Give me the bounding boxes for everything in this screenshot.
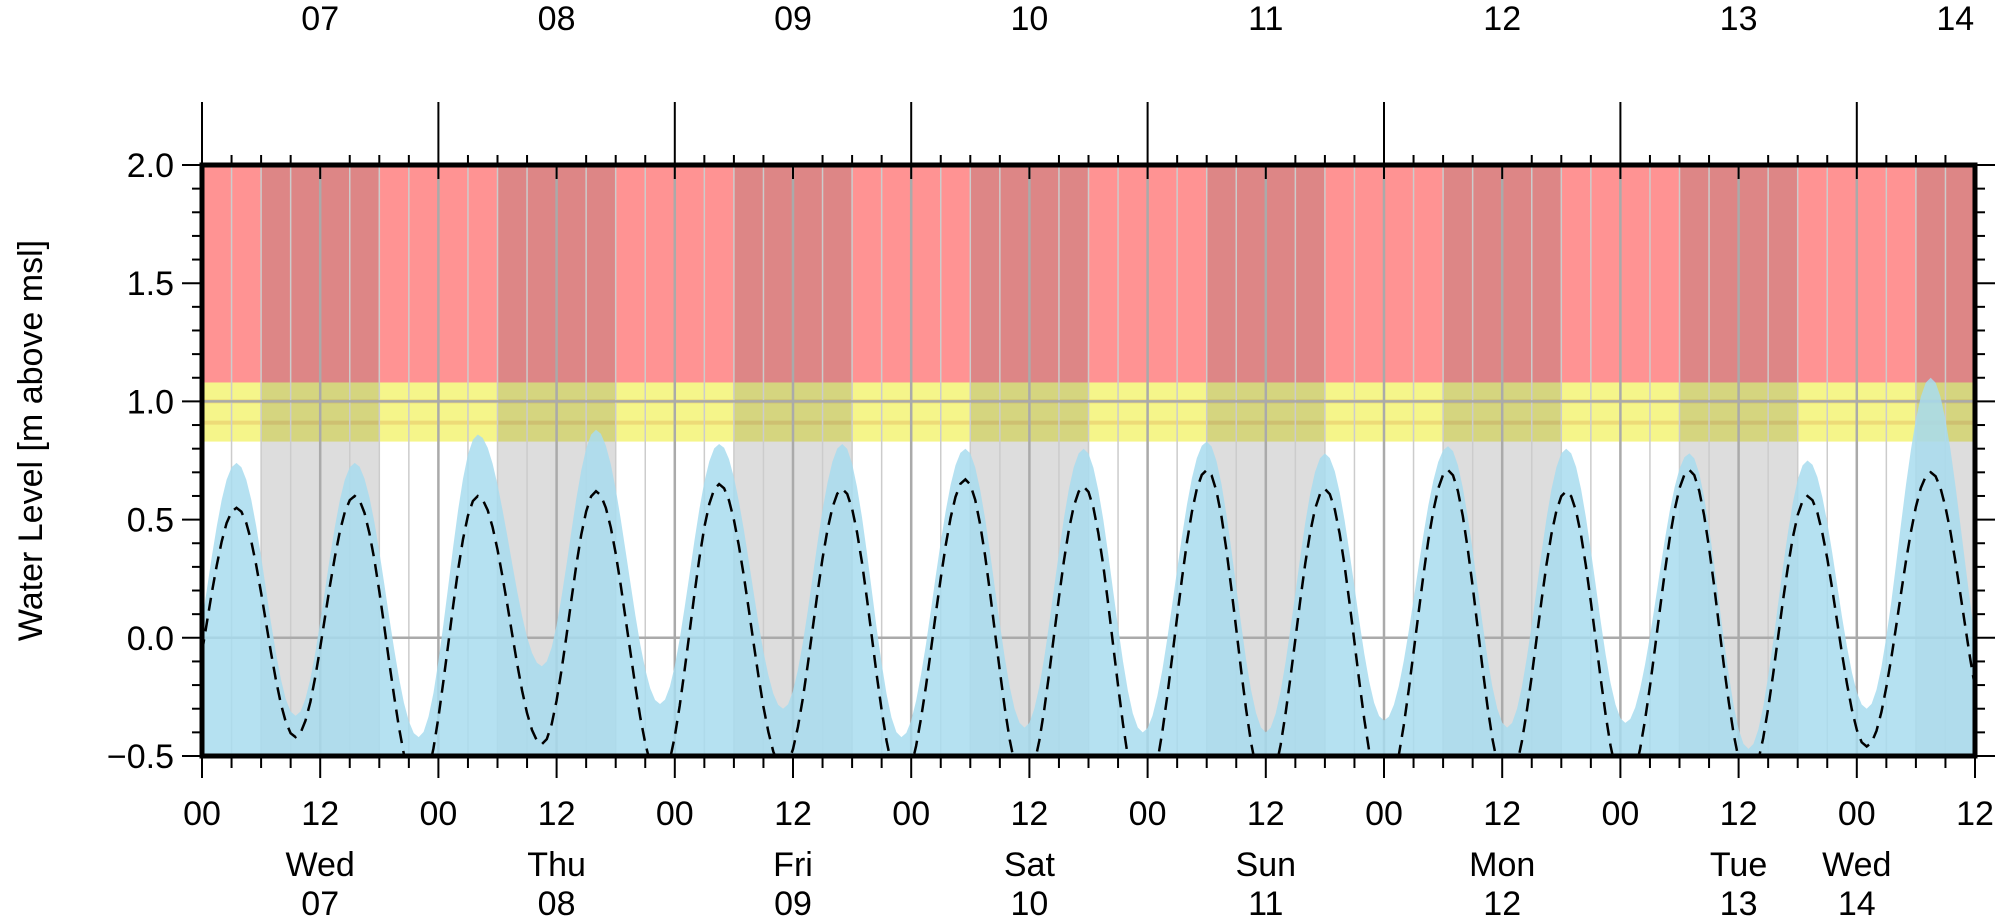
x-hour-label: 00 <box>892 795 930 833</box>
x-day-name-label: Wed <box>286 846 355 884</box>
x-hour-label: 12 <box>774 795 812 833</box>
x-day-date-label: 14 <box>1838 885 1876 919</box>
x-hour-label: 12 <box>1247 795 1285 833</box>
x-day-date-label: 13 <box>1720 885 1758 919</box>
x-hour-label: 00 <box>183 795 221 833</box>
x-day-name-label: Sat <box>1004 846 1056 884</box>
top-date-label: 12 <box>1483 0 1521 38</box>
y-tick-label: 1.0 <box>127 383 174 421</box>
y-tick-label: 2.0 <box>127 147 174 185</box>
x-day-date-label: 11 <box>1248 885 1283 919</box>
x-hour-label: 00 <box>1838 795 1876 833</box>
x-day-name-label: Mon <box>1469 846 1535 884</box>
forecast-water-level-area <box>202 377 1975 756</box>
x-hour-label: 12 <box>1010 795 1048 833</box>
top-date-label: 07 <box>301 0 339 38</box>
x-day-name-label: Sun <box>1236 846 1297 884</box>
x-day-name-label: Tue <box>1710 846 1767 884</box>
top-date-label: 13 <box>1720 0 1758 38</box>
x-hour-label: 12 <box>538 795 576 833</box>
top-date-label: 14 <box>1936 0 1974 38</box>
top-date-label: 08 <box>538 0 576 38</box>
x-hour-label: 12 <box>301 795 339 833</box>
axes <box>182 102 1995 778</box>
x-day-date-label: 12 <box>1483 885 1521 919</box>
x-day-name-label: Fri <box>773 846 813 884</box>
x-hour-label: 00 <box>656 795 694 833</box>
axis-labels: 2.01.51.00.50.0−0.500 12 00 12 00 12 00 12 00 12 0… <box>12 0 1994 919</box>
x-day-name-label: Thu <box>527 846 586 884</box>
predicted-tide-line <box>202 468 1975 756</box>
y-tick-label: −0.5 <box>107 738 174 776</box>
y-tick-label: 0.0 <box>127 620 174 658</box>
x-hour-label: 12 <box>1720 795 1758 833</box>
top-date-label: 11 <box>1248 0 1283 38</box>
x-day-date-label: 09 <box>774 885 812 919</box>
forecast-area <box>202 377 1975 756</box>
x-hour-label: 00 <box>1129 795 1167 833</box>
tide-line <box>202 468 1975 756</box>
x-hour-label: 00 <box>1365 795 1403 833</box>
x-hour-label: 12 <box>1956 795 1994 833</box>
y-tick-label: 0.5 <box>127 502 174 540</box>
y-tick-label: 1.5 <box>127 265 174 303</box>
x-hour-label: 00 <box>419 795 457 833</box>
top-date-label: 10 <box>1010 0 1048 38</box>
x-hour-label: 12 <box>1483 795 1521 833</box>
top-date-label: 09 <box>774 0 812 38</box>
x-day-date-label: 08 <box>538 885 576 919</box>
x-day-date-label: 07 <box>301 885 339 919</box>
x-day-date-label: 10 <box>1010 885 1048 919</box>
x-day-name-label: Wed <box>1822 846 1891 884</box>
x-hour-label: 00 <box>1601 795 1639 833</box>
y-axis-title: Water Level [m above msl] <box>12 240 50 641</box>
